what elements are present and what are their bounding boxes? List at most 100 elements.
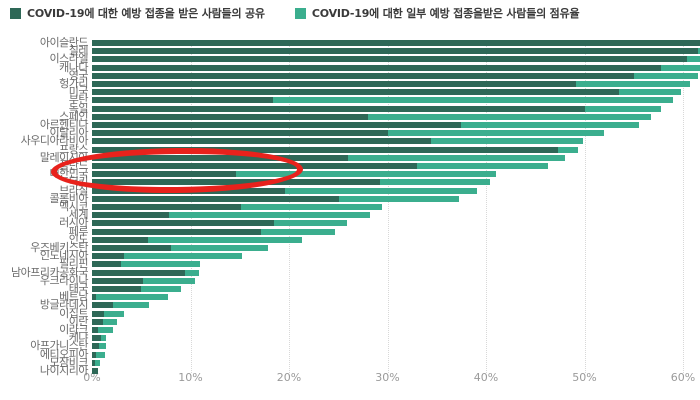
bar-row	[92, 81, 690, 87]
bar-segment-fully	[92, 40, 700, 46]
bar-row	[92, 302, 150, 309]
bar-segment-fully	[92, 368, 98, 374]
country-label: 폴란드	[59, 159, 88, 172]
gridline-30%	[387, 40, 389, 373]
legend-item-partly-vaccinated: COVID-19에 대한 일부 예방 접종을받은 사람들의 점유율	[294, 5, 580, 21]
bar-row	[92, 113, 652, 120]
gridline-60%	[683, 40, 684, 373]
x-tick-label: 20%	[276, 371, 302, 384]
country-label: 태국	[68, 282, 89, 295]
bar-row	[92, 146, 578, 153]
bar-row	[92, 138, 583, 145]
bar-segment-partly	[143, 277, 196, 284]
bar-row	[92, 335, 106, 342]
bar-segment-fully	[92, 97, 274, 104]
bar-segment-partly	[95, 294, 168, 301]
bar-segment-partly	[557, 146, 578, 153]
bar-segment-fully	[92, 212, 169, 219]
bar-segment-fully	[92, 179, 380, 186]
bar-segment-fully	[92, 286, 142, 292]
bar-row	[92, 105, 662, 112]
country-label: 말레이시아	[39, 150, 89, 164]
bar-row	[92, 245, 269, 251]
bar-segment-partly	[103, 310, 124, 317]
bar-row	[92, 220, 348, 227]
bar-row	[92, 212, 370, 219]
country-label: 에티오피아	[39, 347, 89, 361]
bar-segment-partly	[123, 253, 242, 260]
country-label: 콜롬비아	[49, 191, 89, 205]
bar-segment-fully	[92, 64, 662, 71]
bar-segment-partly	[148, 236, 302, 243]
country-label: 우즈베키스탄	[30, 241, 88, 254]
bar-segment-fully	[92, 113, 368, 120]
bar-segment-fully	[92, 89, 619, 96]
bar-row	[92, 48, 700, 55]
bar-segment-partly	[618, 89, 682, 96]
country-label: 부탄	[68, 93, 89, 107]
bar-segment-partly	[686, 56, 700, 63]
bar-segment-partly	[461, 122, 639, 128]
bar-row	[92, 40, 700, 46]
x-tick-label: 10%	[178, 371, 203, 384]
gridline-40%	[486, 40, 487, 373]
bar-row	[92, 89, 682, 96]
country-label: 영국	[68, 68, 89, 82]
bar-segment-fully	[92, 146, 558, 153]
country-label: 브라질	[59, 183, 88, 197]
country-label: 스페인	[59, 109, 88, 123]
bar-row	[92, 351, 105, 358]
country-label: 이탈리아	[49, 126, 89, 140]
bar-segment-fully	[92, 163, 418, 169]
bar-row	[92, 236, 302, 243]
bar-segment-fully	[92, 261, 121, 268]
bar-segment-partly	[141, 286, 181, 292]
bar-segment-partly	[661, 64, 700, 71]
bar-segment-fully	[92, 195, 340, 202]
bar-row	[92, 294, 168, 301]
bar-segment-fully	[92, 187, 286, 194]
bar-segment-partly	[697, 48, 700, 55]
bar-row	[92, 261, 201, 268]
country-label: 이란	[68, 314, 89, 328]
country-label: 모잠비크	[49, 355, 89, 369]
bar-segment-partly	[379, 179, 490, 186]
bar-row	[92, 310, 124, 317]
bar-segment-fully	[92, 130, 388, 137]
bar-row	[92, 277, 196, 284]
bar-segment-partly	[240, 204, 382, 210]
bar-segment-fully	[92, 302, 113, 309]
bar-segment-partly	[95, 351, 105, 358]
bar-segment-fully	[92, 138, 431, 145]
bar-segment-fully	[92, 204, 241, 210]
bar-segment-fully	[92, 236, 149, 243]
bar-segment-partly	[367, 113, 652, 120]
bar-segment-fully	[92, 171, 236, 178]
bar-segment-partly	[235, 171, 496, 178]
legend-swatch-fully-icon	[10, 7, 21, 19]
country-label: 러시아	[59, 216, 88, 230]
bar-segment-partly	[120, 261, 201, 268]
bar-segment-partly	[584, 105, 662, 112]
country-label: 이스라엘	[49, 52, 89, 66]
legend-label-fully: COVID-19에 대한 예방 접종을 받은 사람들의 공유	[27, 7, 265, 20]
bar-segment-fully	[92, 228, 262, 235]
country-label: 아르헨티나	[39, 118, 89, 131]
country-label: 방글라데시	[39, 298, 89, 312]
bar-segment-fully	[92, 245, 171, 251]
bar-row	[92, 359, 100, 366]
bar-segment-partly	[285, 187, 478, 194]
gridline-50%	[584, 40, 586, 373]
x-tick-label: 50%	[572, 371, 597, 384]
country-label: 인도네시아	[39, 249, 89, 263]
bar-segment-partly	[170, 245, 269, 251]
bar-row	[92, 97, 674, 104]
country-label: 우크라이나	[39, 273, 89, 287]
bar-segment-partly	[575, 81, 690, 87]
bar-row	[92, 228, 336, 235]
country-label: 세계	[68, 208, 89, 222]
country-label: 아이슬란드	[39, 36, 89, 49]
bar-segment-fully	[92, 105, 585, 112]
bar-row	[92, 343, 106, 350]
